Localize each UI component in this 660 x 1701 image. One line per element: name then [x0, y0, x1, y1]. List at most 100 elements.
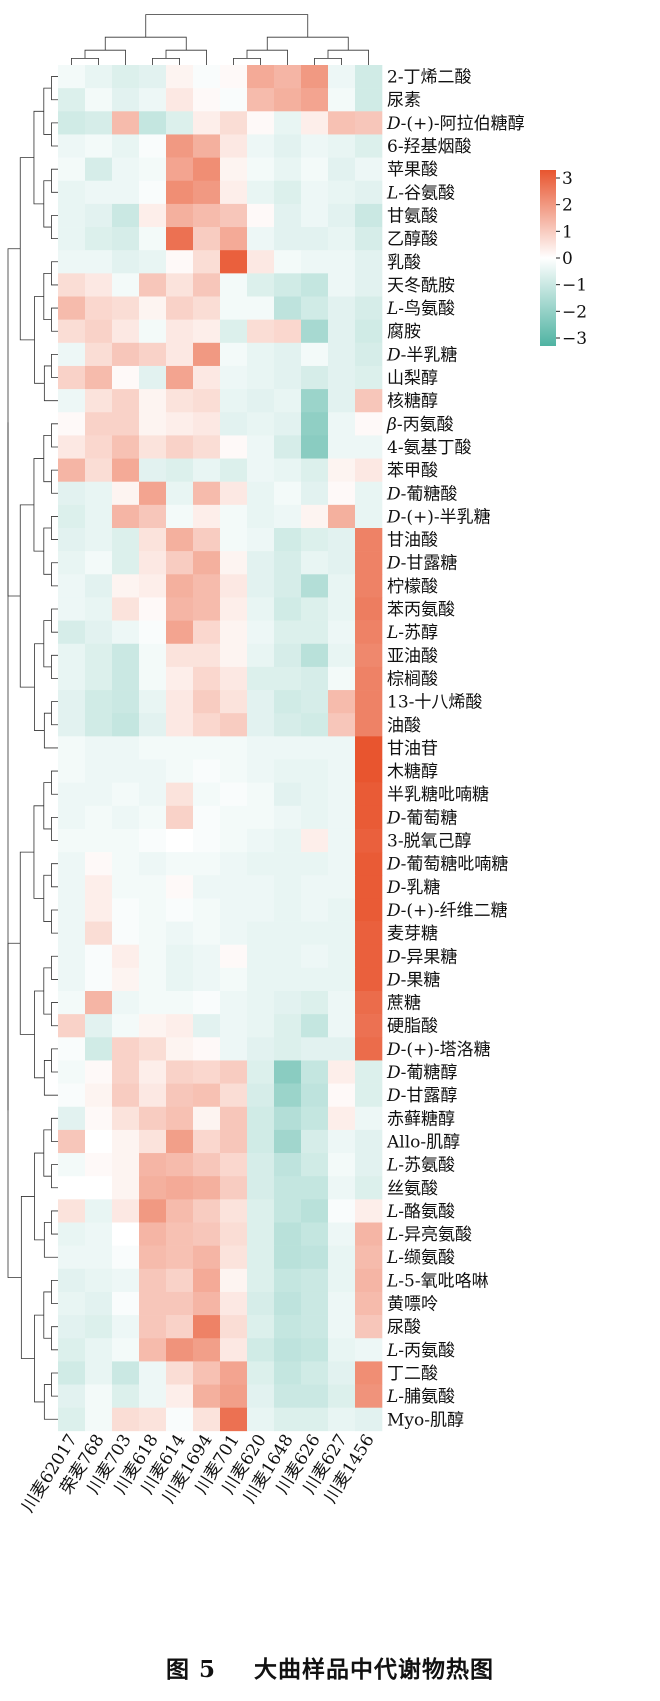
heatmap-cell — [193, 1384, 221, 1408]
heatmap-cell — [112, 875, 140, 899]
heatmap-cell — [274, 1384, 302, 1408]
dendrogram-branch — [51, 307, 58, 332]
heatmap-cell — [112, 643, 140, 668]
heatmap-cell — [247, 273, 275, 297]
dendrogram-branch — [314, 58, 342, 65]
dendrogram-branch — [51, 261, 58, 286]
heatmap-cell — [112, 690, 140, 714]
heatmap-cell — [166, 828, 194, 853]
heatmap-cell — [58, 412, 86, 436]
heatmap-cell — [328, 1199, 356, 1223]
heatmap-cell — [274, 736, 302, 760]
heatmap-cell — [166, 365, 194, 390]
heatmap-cell — [355, 296, 383, 320]
heatmap-cell — [328, 1153, 356, 1177]
heatmap-cell — [139, 1060, 167, 1084]
heatmap-cell — [247, 1106, 275, 1131]
row-label: L-苏氨酸 — [386, 1156, 455, 1176]
heatmap-cell — [139, 1222, 167, 1246]
dendrogram-branch — [145, 14, 309, 38]
heatmap-cell — [274, 782, 302, 807]
heatmap-cell — [58, 481, 86, 506]
heatmap-cell — [274, 481, 302, 506]
heatmap-cell — [85, 157, 113, 182]
heatmap-cell — [247, 296, 275, 320]
heatmap-cell — [193, 389, 221, 413]
heatmap-cell — [85, 1129, 113, 1154]
heatmap-cell — [85, 389, 113, 413]
heatmap-cell — [328, 736, 356, 760]
heatmap-cell — [193, 875, 221, 899]
heatmap-cell — [58, 528, 86, 552]
heatmap-cell — [328, 898, 356, 922]
heatmap-cell — [112, 481, 140, 506]
heatmap-cell — [58, 551, 86, 575]
heatmap-cell — [247, 365, 275, 390]
heatmap-cell — [166, 597, 194, 621]
heatmap-cell — [355, 921, 383, 945]
heatmap-cell — [139, 504, 167, 529]
heatmap-cell — [220, 620, 248, 645]
heatmap-cell — [193, 250, 221, 274]
heatmap-cell — [193, 1291, 221, 1316]
dendrogram-branch — [33, 110, 44, 205]
heatmap-cell — [274, 88, 302, 112]
heatmap-cell — [355, 1361, 383, 1385]
heatmap-cell — [58, 759, 86, 783]
heatmap-cell — [274, 1060, 302, 1084]
heatmap-cell — [193, 1315, 221, 1339]
row-label: 腐胺 — [387, 322, 421, 342]
dendrogram-branch — [34, 1152, 45, 1241]
heatmap-cell — [166, 852, 194, 876]
heatmap-cell — [166, 1361, 194, 1385]
heatmap-cell — [220, 1014, 248, 1038]
heatmap-cell — [220, 1384, 248, 1408]
heatmap-cell — [274, 852, 302, 876]
heatmap-cell — [274, 898, 302, 922]
heatmap-cell — [166, 1338, 194, 1362]
heatmap-cell — [301, 666, 329, 691]
heatmap-cell — [112, 921, 140, 945]
heatmap-cell — [355, 875, 383, 899]
legend-tick-label: 0 — [562, 249, 573, 269]
heatmap-cell — [139, 713, 167, 737]
heatmap-cell — [85, 65, 113, 89]
heatmap-cell — [220, 342, 248, 367]
row-label: 6-羟基烟酸 — [387, 137, 472, 157]
heatmap-cell — [301, 88, 329, 112]
heatmap-cell — [58, 736, 86, 760]
heatmap-cell — [58, 1199, 86, 1223]
dendrogram-branch — [51, 168, 58, 193]
heatmap-cell — [166, 1106, 194, 1131]
heatmap-cell — [112, 551, 140, 575]
heatmap-cell — [112, 805, 140, 830]
heatmap-cell — [328, 1060, 356, 1084]
dendrogram-branch — [7, 942, 22, 1278]
row-label: D-(+)-阿拉伯糖醇 — [386, 114, 525, 134]
row-label: 柠檬酸 — [387, 577, 438, 597]
heatmap-cell — [247, 597, 275, 621]
heatmap-cell — [139, 342, 167, 367]
heatmap-cell — [112, 1153, 140, 1177]
heatmap-cell — [247, 180, 275, 205]
row-label: D-甘露醇 — [386, 1086, 457, 1106]
heatmap-cell — [274, 1291, 302, 1316]
heatmap-cell — [301, 1199, 329, 1223]
heatmap-cell — [58, 1129, 86, 1154]
heatmap-cell — [139, 273, 167, 297]
heatmap-cell — [220, 504, 248, 529]
heatmap-cell — [355, 1083, 383, 1108]
row-label: D-葡萄糖 — [386, 808, 457, 828]
heatmap-cell — [193, 597, 221, 621]
heatmap-cell — [328, 365, 356, 390]
heatmap-cell — [139, 296, 167, 320]
heatmap-cell — [328, 1037, 356, 1061]
heatmap-cell — [328, 134, 356, 158]
heatmap-cell — [220, 1083, 248, 1108]
heatmap-cell — [139, 1338, 167, 1362]
row-label: 亚油酸 — [387, 646, 438, 666]
dendrogram-branch — [51, 469, 58, 494]
dendrogram-branch — [51, 909, 58, 934]
heatmap-cell — [85, 620, 113, 645]
heatmap-cell — [301, 180, 329, 205]
